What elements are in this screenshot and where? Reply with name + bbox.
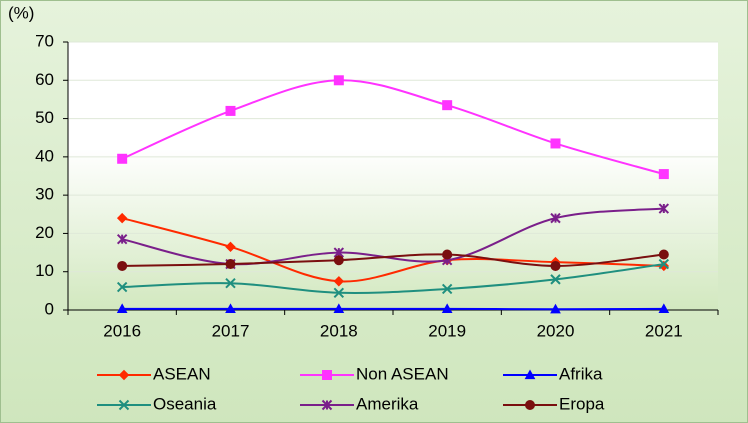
legend-marker	[322, 370, 332, 380]
data-point	[550, 303, 561, 314]
data-point	[225, 303, 236, 313]
legend-label: Eropa	[559, 394, 605, 413]
legend-marker	[524, 369, 536, 380]
x-tick-label: 2016	[103, 321, 141, 340]
y-tick-label: 40	[35, 146, 54, 165]
x-tick-label: 2018	[320, 321, 358, 340]
data-point	[442, 249, 453, 260]
data-point	[550, 274, 561, 285]
y-tick-label: 50	[35, 108, 54, 127]
y-tick-label: 60	[35, 70, 54, 89]
data-point	[442, 100, 453, 111]
y-tick-label: 20	[35, 223, 54, 242]
data-point	[117, 153, 128, 164]
series-line	[122, 253, 664, 267]
legend-marker	[118, 399, 130, 411]
data-point	[225, 259, 236, 270]
x-tick-label: 2021	[645, 321, 683, 340]
data-point	[116, 303, 128, 313]
data-point	[333, 287, 345, 298]
data-point	[441, 283, 453, 295]
data-point	[550, 138, 561, 149]
legend-label: Afrika	[559, 364, 603, 383]
data-point	[225, 105, 236, 116]
series-line	[122, 263, 664, 294]
data-point	[550, 212, 561, 224]
series-line	[121, 207, 664, 266]
y-tick-label: 30	[35, 185, 54, 204]
y-axis-label: (%)	[8, 3, 34, 22]
data-point	[658, 203, 670, 214]
data-point	[441, 303, 453, 313]
y-tick-label: 70	[35, 31, 54, 50]
data-point	[550, 260, 561, 271]
legend-label: Non ASEAN	[356, 364, 449, 383]
legend-marker	[118, 369, 130, 381]
data-point	[225, 277, 236, 289]
data-point	[658, 249, 669, 260]
legend-label: ASEAN	[153, 364, 211, 383]
data-point	[333, 75, 344, 86]
data-point	[117, 260, 128, 271]
x-tick-label: 2017	[212, 321, 250, 340]
legend-marker	[321, 399, 333, 411]
data-point	[116, 212, 128, 224]
data-point	[225, 241, 236, 253]
x-tick-label: 2019	[428, 321, 466, 340]
legend-label: Oseania	[153, 394, 217, 413]
x-tick-label: 2020	[537, 321, 575, 340]
legend-label: Amerika	[356, 394, 419, 413]
y-tick-label: 0	[45, 299, 54, 318]
data-point	[658, 169, 669, 180]
legend-marker	[525, 400, 535, 410]
data-point	[658, 303, 670, 313]
series-line	[121, 217, 664, 283]
data-point	[333, 255, 344, 266]
data-point	[116, 233, 128, 245]
y-tick-label: 10	[35, 261, 54, 280]
data-point	[658, 258, 670, 270]
series-line	[121, 79, 665, 176]
data-point	[333, 276, 345, 287]
data-point	[116, 281, 128, 293]
data-point	[333, 303, 345, 313]
